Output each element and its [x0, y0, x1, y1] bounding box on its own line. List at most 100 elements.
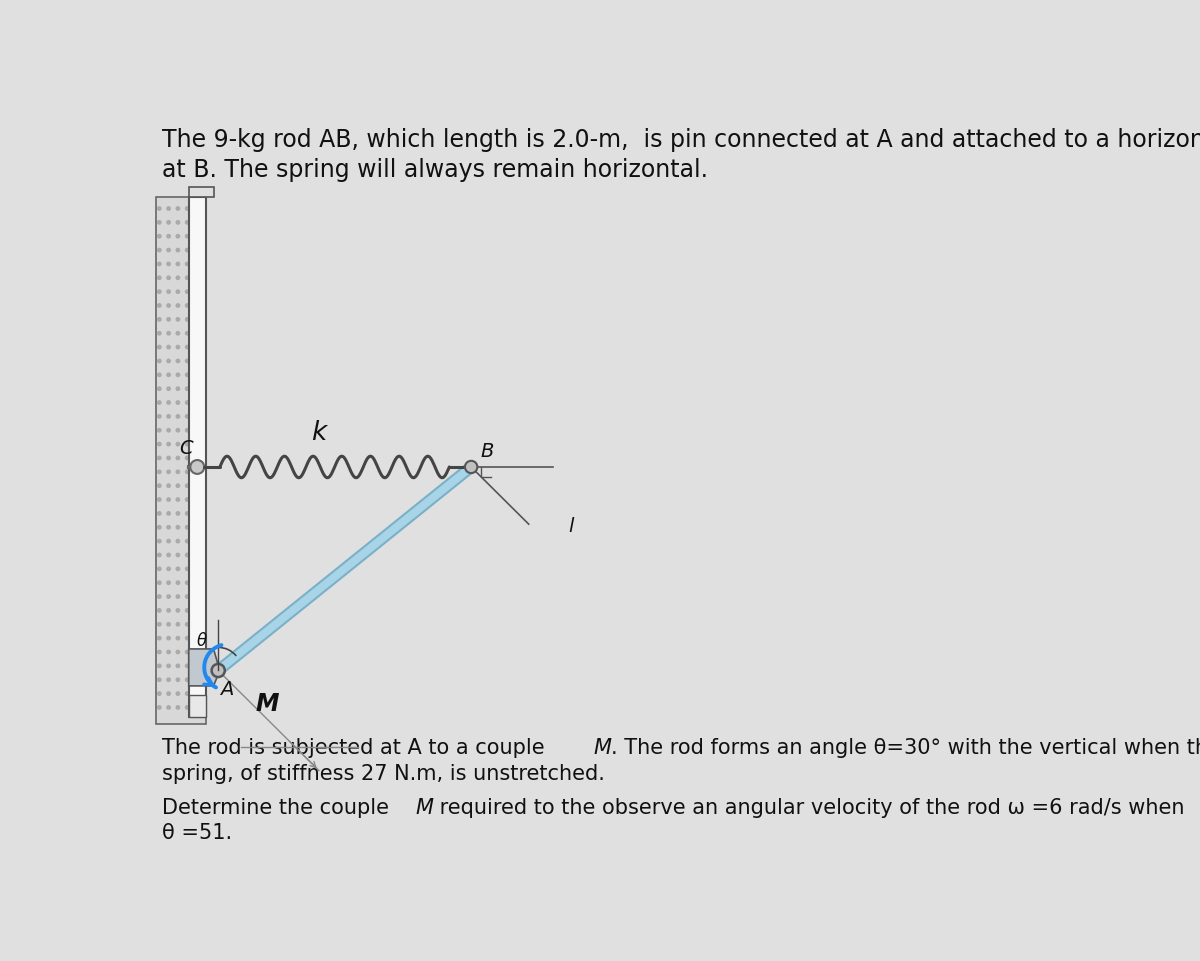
- Circle shape: [176, 678, 180, 681]
- Circle shape: [194, 623, 198, 626]
- Circle shape: [157, 290, 161, 293]
- Circle shape: [186, 248, 188, 252]
- Circle shape: [167, 262, 170, 265]
- Circle shape: [157, 511, 161, 515]
- Circle shape: [176, 651, 180, 653]
- Circle shape: [194, 456, 198, 459]
- Circle shape: [157, 318, 161, 321]
- Circle shape: [167, 595, 170, 599]
- Circle shape: [176, 345, 180, 349]
- Circle shape: [157, 539, 161, 543]
- Circle shape: [167, 511, 170, 515]
- Circle shape: [167, 651, 170, 653]
- Circle shape: [464, 461, 478, 473]
- Circle shape: [176, 332, 180, 335]
- Circle shape: [194, 678, 198, 681]
- Circle shape: [176, 581, 180, 584]
- Circle shape: [157, 415, 161, 418]
- Circle shape: [157, 262, 161, 265]
- Circle shape: [157, 664, 161, 668]
- Circle shape: [176, 484, 180, 487]
- Circle shape: [194, 262, 198, 265]
- Text: C: C: [180, 439, 193, 457]
- Circle shape: [167, 345, 170, 349]
- Circle shape: [194, 595, 198, 599]
- Polygon shape: [215, 463, 474, 675]
- Circle shape: [167, 526, 170, 529]
- Circle shape: [157, 401, 161, 405]
- Circle shape: [186, 290, 188, 293]
- Circle shape: [176, 498, 180, 502]
- Circle shape: [157, 608, 161, 612]
- Circle shape: [167, 456, 170, 459]
- Circle shape: [157, 470, 161, 474]
- Text: B: B: [480, 442, 494, 461]
- Circle shape: [167, 276, 170, 280]
- Circle shape: [194, 636, 198, 640]
- Circle shape: [186, 595, 188, 599]
- Circle shape: [167, 387, 170, 390]
- Circle shape: [186, 221, 188, 224]
- Circle shape: [194, 581, 198, 584]
- Circle shape: [157, 429, 161, 431]
- Circle shape: [157, 345, 161, 349]
- Circle shape: [167, 608, 170, 612]
- Circle shape: [167, 623, 170, 626]
- Circle shape: [157, 207, 161, 210]
- Text: M: M: [256, 692, 278, 716]
- Circle shape: [186, 387, 188, 390]
- Text: . The rod forms an angle θ=30° with the vertical when the: . The rod forms an angle θ=30° with the …: [611, 738, 1200, 758]
- Circle shape: [176, 207, 180, 210]
- Circle shape: [176, 373, 180, 377]
- Circle shape: [176, 415, 180, 418]
- Circle shape: [186, 373, 188, 377]
- Circle shape: [186, 664, 188, 668]
- Circle shape: [186, 608, 188, 612]
- Circle shape: [176, 623, 180, 626]
- Text: The rod is subjected at A to a couple: The rod is subjected at A to a couple: [162, 738, 551, 758]
- Circle shape: [176, 290, 180, 293]
- Circle shape: [186, 498, 188, 502]
- Circle shape: [167, 567, 170, 571]
- Circle shape: [157, 484, 161, 487]
- Text: spring, of stiffness 27 N.m, is unstretched.: spring, of stiffness 27 N.m, is unstretc…: [162, 764, 605, 784]
- Circle shape: [194, 526, 198, 529]
- Circle shape: [186, 623, 188, 626]
- Circle shape: [167, 636, 170, 640]
- Circle shape: [157, 234, 161, 238]
- Text: The 9-kg rod AB, which length is 2.0-m,  is pin connected at A and attached to a: The 9-kg rod AB, which length is 2.0-m, …: [162, 128, 1200, 152]
- Circle shape: [167, 678, 170, 681]
- Circle shape: [167, 470, 170, 474]
- Circle shape: [167, 248, 170, 252]
- Circle shape: [176, 554, 180, 556]
- Circle shape: [186, 511, 188, 515]
- Circle shape: [167, 401, 170, 405]
- Circle shape: [194, 401, 198, 405]
- Circle shape: [194, 248, 198, 252]
- Bar: [156, 197, 206, 725]
- Circle shape: [194, 234, 198, 238]
- Circle shape: [186, 262, 188, 265]
- Text: l: l: [568, 517, 574, 536]
- Text: at B. The spring will always remain horizontal.: at B. The spring will always remain hori…: [162, 159, 708, 183]
- Circle shape: [186, 692, 188, 696]
- Circle shape: [176, 664, 180, 668]
- Circle shape: [194, 442, 198, 446]
- Bar: [188, 197, 206, 717]
- Circle shape: [176, 539, 180, 543]
- Text: Determine the couple: Determine the couple: [162, 798, 395, 818]
- Circle shape: [194, 345, 198, 349]
- Circle shape: [167, 318, 170, 321]
- Circle shape: [157, 498, 161, 502]
- Circle shape: [167, 539, 170, 543]
- Circle shape: [176, 567, 180, 571]
- Circle shape: [176, 221, 180, 224]
- Circle shape: [157, 456, 161, 459]
- Circle shape: [186, 345, 188, 349]
- Circle shape: [176, 511, 180, 515]
- Circle shape: [194, 470, 198, 474]
- Circle shape: [157, 595, 161, 599]
- Text: M: M: [593, 738, 611, 758]
- Circle shape: [176, 234, 180, 238]
- Circle shape: [167, 373, 170, 377]
